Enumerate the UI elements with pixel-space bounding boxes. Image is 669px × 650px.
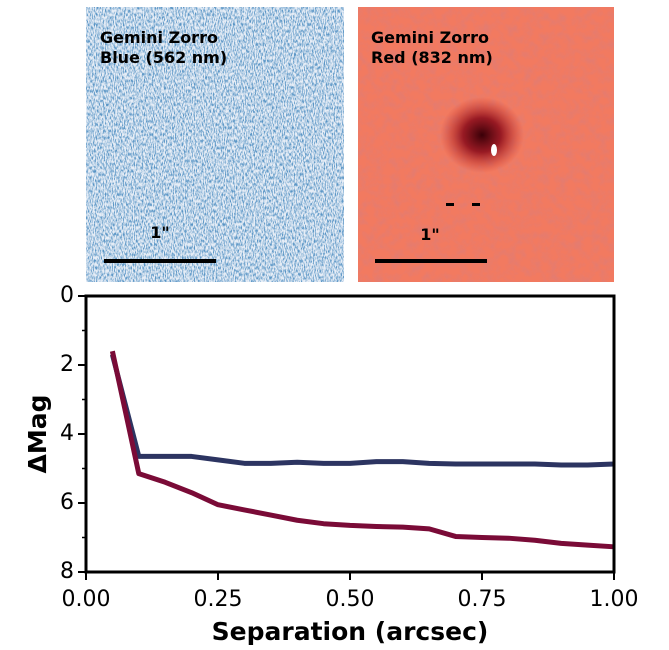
y-tick-label: 8 <box>60 559 74 584</box>
scale-label: 1" <box>150 223 169 242</box>
y-axis-label: ΔMag <box>23 395 52 474</box>
panel-label: Blue (562 nm) <box>100 48 227 67</box>
x-tick-label: 1.00 <box>590 587 639 612</box>
blue-panel: Gemini Zorro Blue (562 nm) 1" <box>86 7 344 282</box>
panel-label: Gemini Zorro <box>371 28 489 47</box>
series-line <box>109 350 615 550</box>
x-axis-label: Separation (arcsec) <box>212 617 489 646</box>
y-tick-label: 2 <box>60 352 74 377</box>
x-tick-label: 0.25 <box>194 587 243 612</box>
panel-label: Gemini Zorro <box>100 28 218 47</box>
panel-label: Red (832 nm) <box>371 48 493 67</box>
y-tick-label: 6 <box>60 490 74 515</box>
series-line <box>109 354 615 468</box>
y-tick-label: 0 <box>60 283 74 308</box>
red-panel: Gemini Zorro Red (832 nm) 1" <box>358 7 614 282</box>
x-tick-label: 0.50 <box>326 587 375 612</box>
x-tick-label: 0.00 <box>62 587 111 612</box>
scale-label: 1" <box>420 225 439 244</box>
plot-frame <box>84 294 616 574</box>
x-tick-label: 0.75 <box>458 587 507 612</box>
y-tick-label: 4 <box>60 421 74 446</box>
